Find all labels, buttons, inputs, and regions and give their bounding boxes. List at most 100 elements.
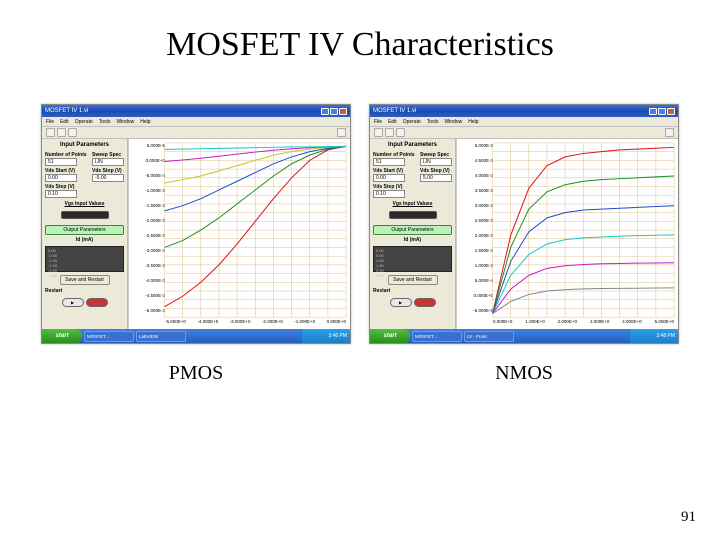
help-icon[interactable] [665, 128, 674, 137]
body-area: Input Parameters Number of Points51 Sweep … [42, 139, 350, 329]
menu-edit[interactable]: Edit [60, 119, 69, 125]
vds-start-input[interactable]: 0.00 [373, 174, 405, 182]
start-button[interactable]: start [370, 329, 410, 343]
toolbar-button[interactable] [68, 128, 77, 137]
menu-help[interactable]: Help [468, 119, 478, 125]
save-restart-button[interactable]: Save and Restart [60, 275, 110, 285]
taskbar-item[interactable]: LabVIEW [136, 331, 186, 342]
vgs-selector[interactable] [61, 211, 109, 219]
plot-area: 5.000E-34.500E-34.000E-33.500E-33.000E-3… [456, 139, 678, 329]
stop-button[interactable] [86, 298, 108, 307]
vds-step-input[interactable]: 0.10 [45, 190, 77, 198]
toolbar [42, 127, 350, 139]
taskbar-item[interactable]: LV - Front [464, 331, 514, 342]
vds-step-input[interactable]: 0.10 [373, 190, 405, 198]
toolbar-button[interactable] [374, 128, 383, 137]
num-points-input[interactable]: 51 [45, 158, 77, 166]
panels-container: MOSFET IV 1.vi File Edit Operate Tools Window… [0, 104, 720, 344]
restart-label: Restart [373, 288, 452, 294]
menu-tools[interactable]: Tools [99, 119, 111, 125]
taskbar: startMOSFET...LabVIEW 3:46 PM [42, 329, 350, 343]
vds-step-label: Vds Step (V) [373, 184, 405, 190]
close-button[interactable] [667, 108, 675, 115]
output-list: 0.00-0.50-1.00-1.50-2.00-2.50 [45, 246, 124, 272]
taskbar-item[interactable]: MOSFET... [84, 331, 134, 342]
system-tray[interactable]: 3:48 PM [630, 329, 678, 343]
toolbar [370, 127, 678, 139]
menu-window[interactable]: Window [444, 119, 462, 125]
sweep-spec-label: Sweep Spec [92, 152, 124, 158]
stop-button[interactable] [414, 298, 436, 307]
taskbar: startMOSFET...LV - Front 3:48 PM [370, 329, 678, 343]
vds-stop-input[interactable]: 5.00 [420, 174, 452, 182]
taskbar-item[interactable]: MOSFET... [412, 331, 462, 342]
max-button[interactable] [658, 108, 666, 115]
menu-file[interactable]: File [46, 119, 54, 125]
chart-svg [457, 139, 678, 329]
menu-help[interactable]: Help [140, 119, 150, 125]
menu-window[interactable]: Window [116, 119, 134, 125]
num-points-input[interactable]: 51 [373, 158, 405, 166]
menu-tools[interactable]: Tools [427, 119, 439, 125]
captions-row: PMOS NMOS [0, 344, 720, 385]
output-parameters-button[interactable]: Output Parameters [373, 225, 452, 235]
restart-label: Restart [45, 288, 124, 294]
chart-svg [129, 139, 350, 329]
close-button[interactable] [339, 108, 347, 115]
output-heading: Id (mA) [45, 237, 124, 243]
field-row: Vds Start (V)0.00 Vds Stop (V)5.00 [373, 168, 452, 182]
toolbar-button[interactable] [385, 128, 394, 137]
menu-file[interactable]: File [374, 119, 382, 125]
toolbar-button[interactable] [57, 128, 66, 137]
menu-operate[interactable]: Operate [75, 119, 93, 125]
menu-edit[interactable]: Edit [388, 119, 397, 125]
num-points-label: Number of Points [45, 152, 87, 158]
toolbar-button[interactable] [46, 128, 55, 137]
sweep-spec-label: Sweep Spec [420, 152, 452, 158]
run-button[interactable]: ▶ [62, 298, 84, 307]
min-button[interactable] [649, 108, 657, 115]
help-icon[interactable] [337, 128, 346, 137]
field-row: Vds Start (V)0.00 Vds Stop (V)-5.00 [45, 168, 124, 182]
field-row: Vds Step (V)0.10 [373, 184, 452, 198]
sweep-spec-input[interactable]: LIN [420, 158, 452, 166]
run-button[interactable]: ▶ [390, 298, 412, 307]
output-list: 0.000.501.001.502.002.50 [373, 246, 452, 272]
titlebar[interactable]: MOSFET IV 1.vi [370, 105, 678, 117]
window-title: MOSFET IV 1.vi [45, 108, 88, 114]
plot-area: 5.000E-50.000E+0-5.000E-4-1.000E-3-1.500… [128, 139, 350, 329]
menubar: File Edit Operate Tools Window Help [370, 117, 678, 127]
app-window-nmos: MOSFET IV 1.vi File Edit Operate Tools Window… [369, 104, 679, 344]
vgs-selector[interactable] [389, 211, 437, 219]
window-title: MOSFET IV 1.vi [373, 108, 416, 114]
input-parameters-heading: Input Parameters [373, 142, 452, 148]
body-area: Input ParametersNumber of Points51Sweep … [370, 139, 678, 329]
panel-caption-pmos: PMOS [41, 362, 351, 385]
slide-title: MOSFET IV Characteristics [0, 0, 720, 64]
titlebar[interactable]: MOSFET IV 1.vi [42, 105, 350, 117]
side-panel: Input Parameters Number of Points51 Sweep … [42, 139, 128, 329]
panel-caption-nmos: NMOS [369, 362, 679, 385]
vds-stop-label: Vds Stop (V) [92, 168, 124, 174]
vds-stop-label: Vds Stop (V) [420, 168, 452, 174]
output-parameters-button[interactable]: Output Parameters [45, 225, 124, 235]
menu-operate[interactable]: Operate [403, 119, 421, 125]
vds-start-label: Vds Start (V) [373, 168, 405, 174]
vds-start-input[interactable]: 0.00 [45, 174, 77, 182]
vds-start-label: Vds Start (V) [45, 168, 77, 174]
max-button[interactable] [330, 108, 338, 115]
toolbar-button[interactable] [396, 128, 405, 137]
field-row: Number of Points51 Sweep SpecLIN [45, 152, 124, 166]
save-restart-button[interactable]: Save and Restart [388, 275, 438, 285]
sweep-spec-input[interactable]: LIN [92, 158, 124, 166]
input-parameters-heading: Input Parameters [45, 142, 124, 148]
menubar: File Edit Operate Tools Window Help [42, 117, 350, 127]
vds-stop-input[interactable]: -5.00 [92, 174, 124, 182]
system-tray[interactable]: 3:46 PM [302, 329, 350, 343]
min-button[interactable] [321, 108, 329, 115]
side-panel: Input ParametersNumber of Points51Sweep … [370, 139, 456, 329]
field-row: Vds Step (V)0.10 [45, 184, 124, 198]
start-button[interactable]: start [42, 329, 82, 343]
vds-step-label: Vds Step (V) [45, 184, 77, 190]
button-row: ▶ [373, 298, 452, 307]
